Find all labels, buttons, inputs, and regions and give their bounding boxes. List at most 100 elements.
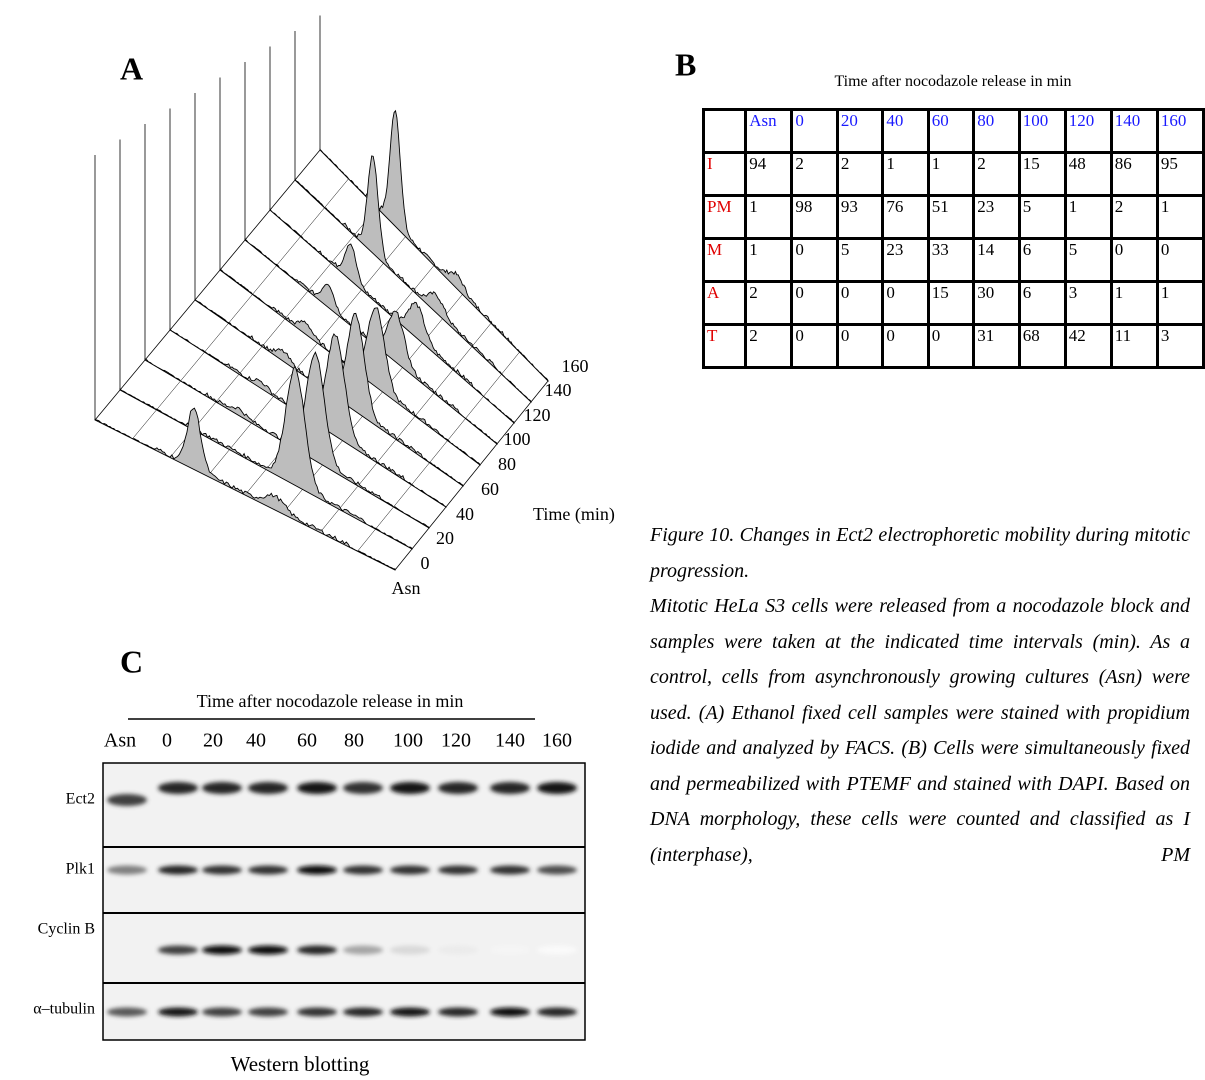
band	[202, 865, 242, 875]
count-cell: 0	[1109, 237, 1159, 283]
floor-grid	[169, 207, 378, 458]
band	[438, 782, 478, 794]
blot-caption: Western blotting	[231, 1052, 370, 1076]
count-cell: 3	[1155, 323, 1205, 369]
histogram-trace	[119, 365, 413, 550]
band	[343, 945, 383, 955]
data-row: PM 1 98 93 76 51 23 5 1 2 1	[701, 194, 1205, 240]
count-cell: 0	[1155, 237, 1205, 283]
axis-title: Time (min)	[533, 504, 615, 525]
band	[438, 1007, 478, 1017]
count-cell: 1	[1155, 194, 1205, 240]
column-header: 0	[790, 108, 839, 154]
header-row: Asn 0 20 40 60 80 100 120 140 160	[701, 108, 1205, 154]
column-header: 80	[972, 108, 1021, 154]
count-cell: 1	[744, 194, 794, 240]
time-tick-label: 80	[498, 454, 516, 474]
lane-label: 100	[393, 730, 423, 752]
histogram-trace	[294, 155, 532, 404]
data-row: I 94 2 2 1 1 2 15 48 86 95	[701, 151, 1205, 197]
floor-grid	[357, 351, 520, 552]
corner-cell	[701, 108, 748, 154]
floor-grid	[319, 323, 492, 533]
histogram-trace	[319, 109, 549, 383]
lane-label: 140	[495, 730, 525, 752]
count-cell: 5	[1017, 194, 1067, 240]
count-cell: 15	[1017, 151, 1067, 197]
time-tick-label: 60	[481, 479, 499, 499]
count-cell: 1	[744, 237, 794, 283]
count-cell: 30	[972, 280, 1021, 326]
band	[343, 1007, 383, 1017]
count-cell: 68	[1017, 323, 1067, 369]
time-tick-label: 40	[456, 504, 474, 524]
count-cell: 2	[1109, 194, 1159, 240]
column-header: 140	[1109, 108, 1159, 154]
band	[202, 782, 242, 794]
band	[438, 865, 478, 875]
band	[248, 782, 288, 794]
column-header: Asn	[744, 108, 794, 154]
count-cell: 2	[972, 151, 1021, 197]
band	[158, 945, 198, 955]
floor-edge	[94, 149, 321, 421]
count-cell: 95	[1155, 151, 1205, 197]
band	[343, 782, 383, 794]
floor-edge	[394, 380, 549, 571]
count-cell: 0	[926, 323, 976, 369]
band	[490, 865, 530, 875]
count-cell: 0	[790, 237, 839, 283]
band	[297, 1007, 337, 1017]
lane-label: 120	[441, 730, 471, 752]
lane-label: 80	[344, 730, 364, 752]
band	[537, 1007, 577, 1017]
figure-caption: Figure 10. Changes in Ect2 electrophoret…	[650, 518, 1190, 873]
count-cell: 93	[835, 194, 885, 240]
time-tick-label: 0	[421, 553, 430, 573]
band	[390, 782, 430, 794]
band	[158, 782, 198, 794]
panel-label: A	[120, 50, 143, 86]
column-header: 160	[1155, 108, 1205, 154]
count-cell: 1	[1063, 194, 1113, 240]
band	[248, 865, 288, 875]
count-cell: 33	[926, 237, 976, 283]
table-title: Time after nocodazole release in min	[834, 73, 1072, 90]
band	[107, 1007, 147, 1017]
data-row: M 1 0 5 23 33 14 6 5 0 0	[701, 237, 1205, 283]
count-cell: 86	[1109, 151, 1159, 197]
blot-frame	[102, 762, 586, 1041]
band	[490, 782, 530, 794]
count-cell: 0	[835, 280, 885, 326]
band	[158, 865, 198, 875]
lane-label: 160	[542, 730, 572, 752]
band	[390, 865, 430, 875]
floor-grid	[132, 178, 349, 439]
column-header: 100	[1017, 108, 1067, 154]
count-cell: 1	[1155, 280, 1205, 326]
band	[537, 782, 577, 794]
blot-title: Time after nocodazole release in min	[197, 691, 464, 711]
band	[537, 865, 577, 875]
data-row: T 2 0 0 0 0 31 68 42 11 3	[701, 323, 1205, 369]
count-cell: 5	[1063, 237, 1113, 283]
band	[390, 1007, 430, 1017]
band	[297, 865, 337, 875]
lane-label: 40	[246, 730, 266, 752]
column-header: 20	[835, 108, 885, 154]
row-header: PM	[701, 194, 748, 240]
protein-label: Ect2	[66, 791, 95, 808]
band	[202, 945, 242, 955]
count-cell: 2	[744, 280, 794, 326]
count-cell: 0	[881, 280, 930, 326]
protein-label: α–tubulin	[33, 1001, 95, 1018]
count-cell: 0	[790, 280, 839, 326]
band	[390, 945, 430, 955]
asn-label: Asn	[391, 578, 420, 598]
caption-title: Figure 10. Changes in Ect2 electrophoret…	[650, 524, 1190, 582]
band	[537, 945, 577, 955]
count-cell: 1	[1109, 280, 1159, 326]
count-cell: 1	[926, 151, 976, 197]
count-cell: 98	[790, 194, 839, 240]
